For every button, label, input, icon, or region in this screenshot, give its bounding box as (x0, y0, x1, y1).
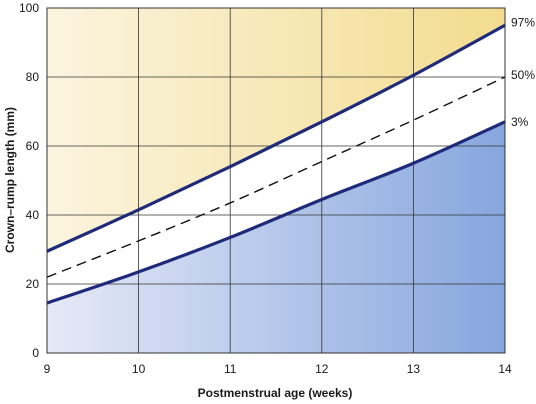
series-line (46, 120, 506, 305)
x-axis-title: Postmenstrual age (weeks) (198, 386, 353, 400)
x-tick-label: 10 (132, 362, 146, 376)
x-tick-label: 9 (44, 362, 51, 376)
y-tick-labels: 0 20 40 60 80 100 (19, 1, 39, 360)
grid (46, 7, 506, 354)
plot-border (46, 7, 506, 354)
y-tick-label: 60 (26, 139, 40, 153)
y-axis-title: Crown–rump length (mm) (3, 107, 17, 253)
lower-band-fill (47, 121, 505, 353)
y-tick-label: 40 (26, 208, 40, 222)
series-line (46, 23, 506, 253)
upper-band-fill (47, 8, 505, 252)
x-tick-label: 14 (498, 362, 512, 376)
series-labels: 97% 50% 3% (511, 15, 535, 129)
x-tick-label: 11 (224, 362, 237, 376)
series-label: 50% (511, 68, 535, 82)
y-tick-label: 20 (26, 277, 40, 291)
series-label: 97% (511, 15, 535, 29)
x-tick-labels: 9 10 11 12 13 14 (44, 362, 512, 376)
x-tick-label: 12 (315, 362, 329, 376)
y-tick-label: 100 (19, 1, 39, 15)
band-fills (47, 8, 505, 353)
series-label: 3% (511, 115, 529, 129)
y-tick-label: 0 (32, 346, 39, 360)
series-lines (46, 23, 506, 305)
series-line (46, 76, 506, 278)
x-tick-label: 13 (407, 362, 421, 376)
y-tick-label: 80 (26, 70, 40, 84)
